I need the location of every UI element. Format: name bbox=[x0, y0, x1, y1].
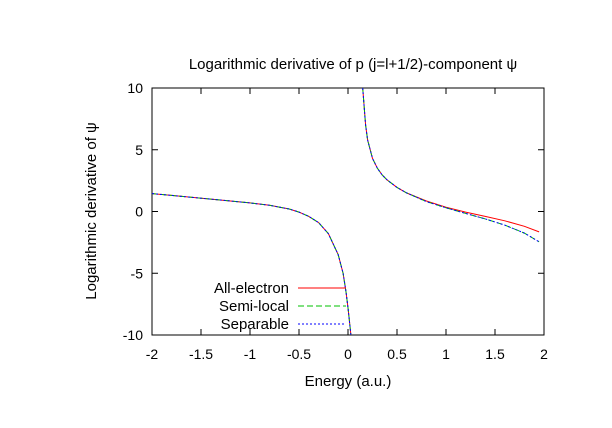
x-tick-label: 0.5 bbox=[387, 346, 407, 362]
chart-title: Logarithmic derivative of p (j=l+1/2)-co… bbox=[189, 56, 517, 73]
y-tick-label: -10 bbox=[123, 327, 143, 343]
series-line-semi-local-branch-2 bbox=[362, 88, 540, 243]
legend-label: Separable bbox=[221, 316, 289, 333]
y-tick-label: -5 bbox=[131, 265, 144, 281]
series-line-separable-branch-2 bbox=[362, 88, 540, 243]
y-axis-label: Logarithmic derivative of ψ bbox=[83, 122, 100, 299]
x-tick-label: 1.5 bbox=[485, 346, 505, 362]
x-tick-label: 1 bbox=[442, 346, 450, 362]
y-axis: -10 -5 0 5 10 bbox=[123, 80, 544, 343]
x-axis-label: Energy (a.u.) bbox=[305, 373, 392, 390]
x-tick-label: -1.5 bbox=[189, 346, 213, 362]
x-tick-label: -0.5 bbox=[287, 346, 311, 362]
y-tick-label: 0 bbox=[135, 204, 143, 220]
y-tick-label: 5 bbox=[135, 142, 143, 158]
x-tick-label: 2 bbox=[540, 346, 548, 362]
x-tick-label: 0 bbox=[344, 346, 352, 362]
legend-label: Semi-local bbox=[219, 298, 289, 315]
x-tick-label: -2 bbox=[146, 346, 159, 362]
y-tick-label: 10 bbox=[127, 80, 143, 96]
x-tick-label: -1 bbox=[244, 346, 257, 362]
plot-frame bbox=[151, 87, 545, 336]
series-line-separable-branch-1 bbox=[152, 193, 352, 335]
x-axis: -2 -1.5 -1 -0.5 0 0.5 1 1.5 2 bbox=[146, 88, 548, 362]
series-line-all-electron-branch-2 bbox=[362, 88, 540, 233]
series-group bbox=[152, 88, 540, 335]
plot-area bbox=[152, 88, 540, 335]
legend-label: All-electron bbox=[214, 280, 289, 297]
